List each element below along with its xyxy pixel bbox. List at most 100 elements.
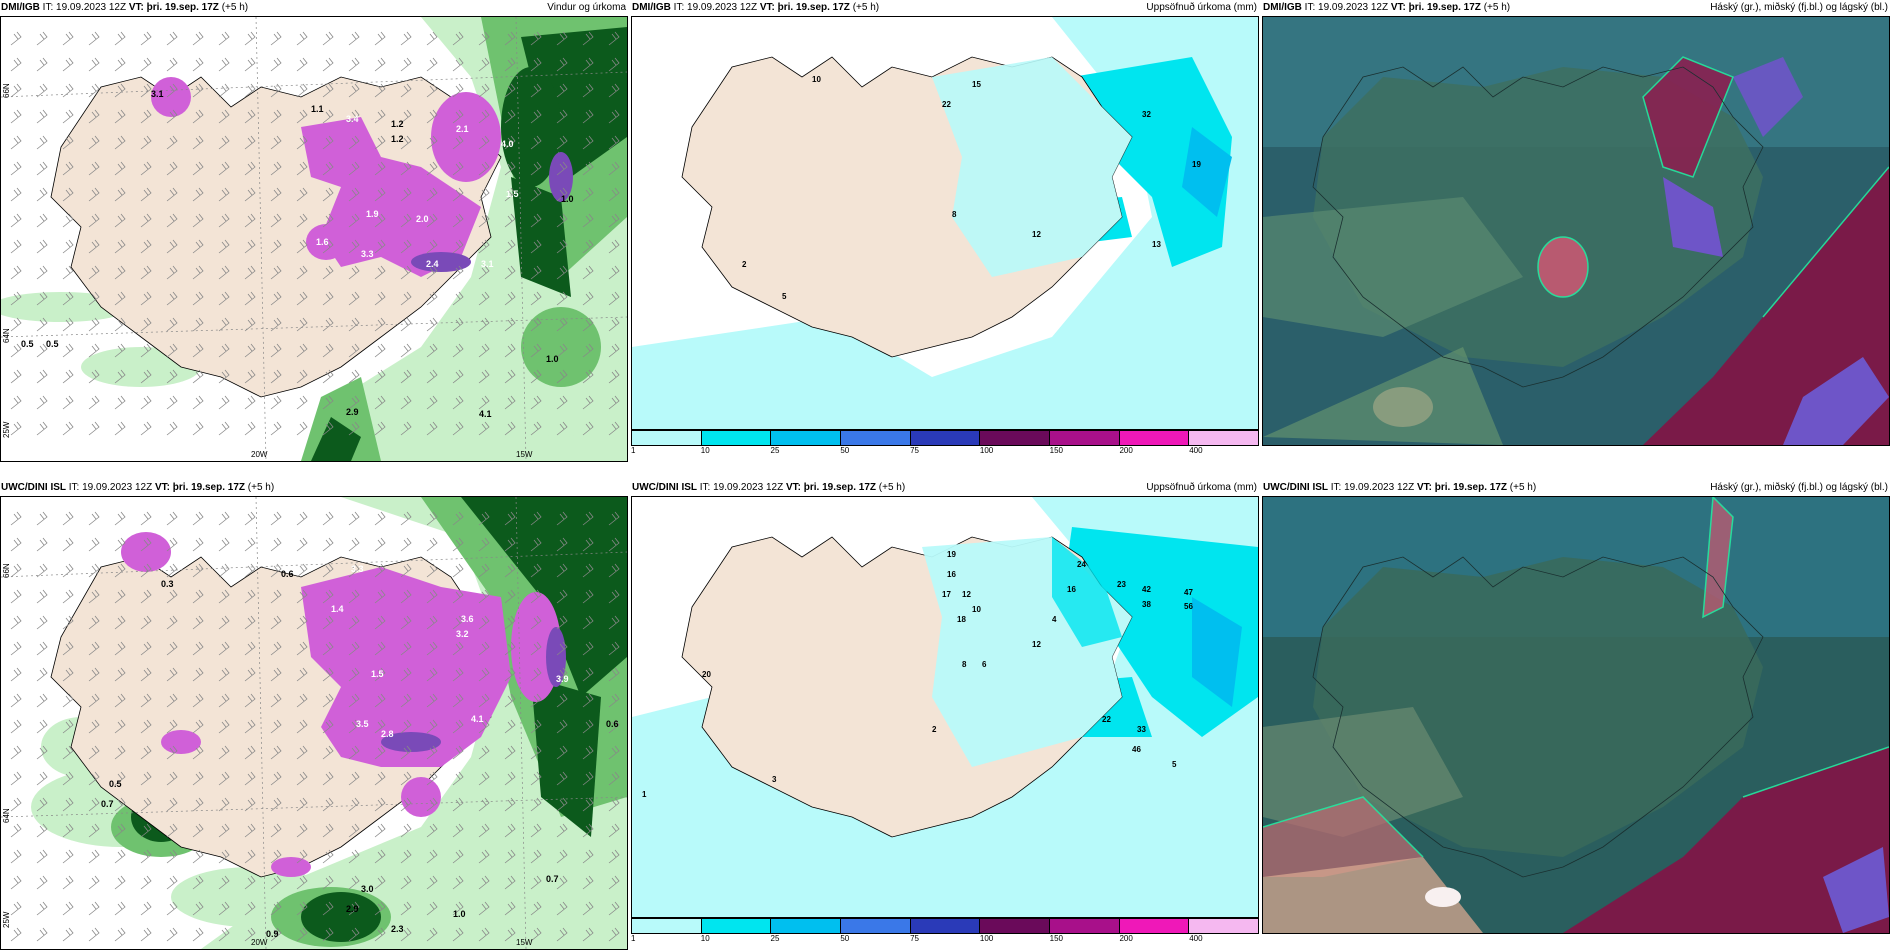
wind-barb [426,109,438,124]
wind-barb [504,135,516,150]
init-time: 19.09.2023 12Z [1344,482,1415,493]
precip-value: 12 [1032,640,1041,649]
wind-barb [582,265,594,280]
wind-barb [244,291,256,306]
wind-barb [10,317,22,332]
wind-barb [374,265,386,280]
wind-barb [348,317,360,332]
wind-barb [270,511,282,526]
wind-barb [192,927,204,942]
wind-barb [218,927,230,942]
wind-barb [374,213,386,228]
wind-barb [88,187,100,202]
wind-barb [582,745,594,760]
colorbar: 1 10 25 50 75 100 150 200 400 [631,430,1259,455]
wind-barb [62,57,74,72]
wind-barb [270,927,282,942]
wind-barb [322,927,334,942]
wind-barb [218,875,230,890]
wind-barb [478,615,490,630]
wind-barb [348,395,360,410]
wind-barb [608,343,620,358]
wind-barb [244,265,256,280]
wind-barb [192,667,204,682]
wind-barb [582,317,594,332]
wind-barb [166,745,178,760]
wind-barb [608,421,620,436]
wind-barb [62,537,74,552]
wind-barb [36,213,48,228]
precip-label: 4.0 [501,139,514,149]
wind-barb [166,771,178,786]
wind-barb [374,291,386,306]
wind-barb [582,213,594,228]
wind-barb [166,563,178,578]
wind-barb [322,265,334,280]
wind-barb [530,161,542,176]
wind-barb [452,31,464,46]
precip-value: 16 [947,570,956,579]
wind-barb [296,343,308,358]
precip-label: 3.4 [346,114,359,124]
wind-barb [608,901,620,916]
axis-label: 25W [2,911,11,928]
wind-barb [114,187,126,202]
wind-barb [582,563,594,578]
wind-barb [426,265,438,280]
wind-barb [10,135,22,150]
precip-value: 22 [942,100,951,109]
wind-barb [400,395,412,410]
panel-wind-precip-uwc: UWC/DINI ISL IT: 19.09.2023 12Z VT: þri.… [0,480,628,950]
wind-barb [140,641,152,656]
precip-value: 12 [962,590,971,599]
wind-barb [10,823,22,838]
wind-barb [270,369,282,384]
wind-barb [166,641,178,656]
wind-barb [582,693,594,708]
wind-barb [140,771,152,786]
wind-barb [504,161,516,176]
wind-barb [608,667,620,682]
wind-barb [322,291,334,306]
wind-barb [88,589,100,604]
wind-barb [10,901,22,916]
wind-barb [452,135,464,150]
wind-barb [166,213,178,228]
wind-barb [36,563,48,578]
wind-barb [166,927,178,942]
wind-barb [452,849,464,864]
wind-barb [452,771,464,786]
wind-barb [140,719,152,734]
wind-barb [270,563,282,578]
wind-barb [374,135,386,150]
wind-barb [504,265,516,280]
wind-barb [36,901,48,916]
wind-barb [270,31,282,46]
wind-barb [244,213,256,228]
wind-barb [296,745,308,760]
wind-barb [192,849,204,864]
wind-barb [530,537,542,552]
wind-barb [270,395,282,410]
wind-barb [114,83,126,98]
init-time: 19.09.2023 12Z [1318,2,1389,13]
wind-barb [426,563,438,578]
wind-barb [556,291,568,306]
wind-barb [426,693,438,708]
wind-barb [244,369,256,384]
wind-barb [400,265,412,280]
wind-barb [270,213,282,228]
wind-barb [504,291,516,306]
wind-barb [270,83,282,98]
wind-barb [166,57,178,72]
wind-barb [10,875,22,890]
wind-barb [348,927,360,942]
wind-barb [166,797,178,812]
colorbar-swatch [980,431,1051,445]
wind-barb [582,511,594,526]
wind-barb [426,615,438,630]
wind-barb [374,369,386,384]
wind-barb [218,83,230,98]
wind-barb [36,83,48,98]
wind-barb [166,615,178,630]
